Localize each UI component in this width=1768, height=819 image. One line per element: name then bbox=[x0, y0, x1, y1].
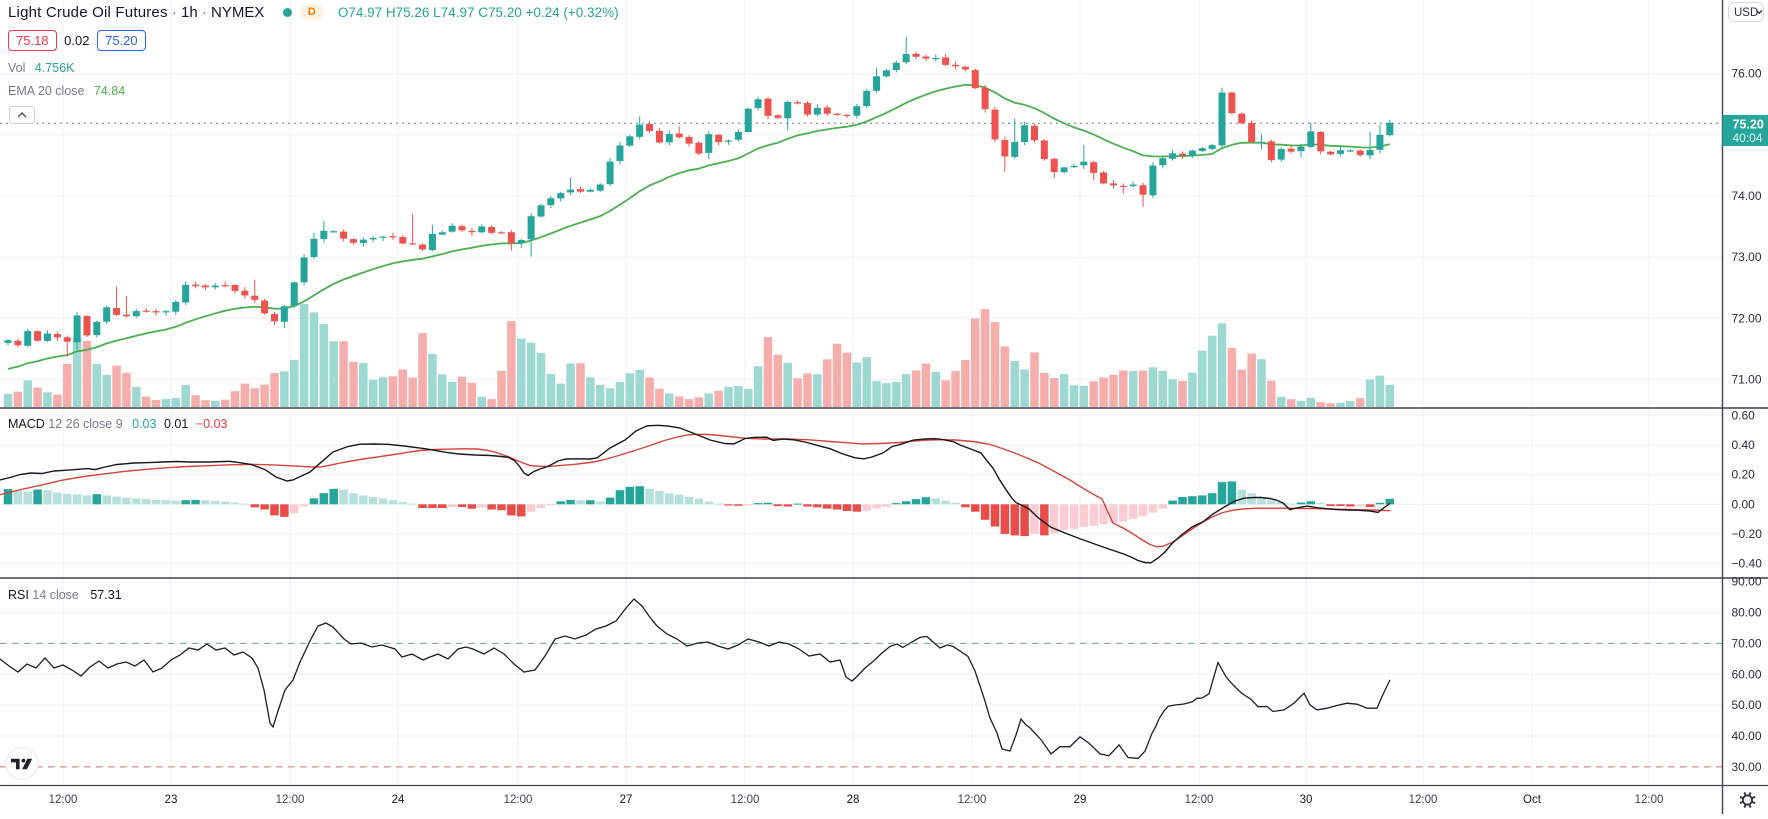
svg-text:29: 29 bbox=[1074, 794, 1087, 806]
svg-text:90.00: 90.00 bbox=[1732, 575, 1762, 589]
svg-text:76.00: 76.00 bbox=[1732, 67, 1762, 81]
svg-text:80.00: 80.00 bbox=[1732, 606, 1762, 620]
svg-text:40:04: 40:04 bbox=[1733, 131, 1763, 145]
svg-text:12:00: 12:00 bbox=[731, 794, 760, 806]
svg-text:12:00: 12:00 bbox=[958, 794, 987, 806]
svg-text:30: 30 bbox=[1300, 794, 1313, 806]
svg-text:24: 24 bbox=[392, 794, 405, 806]
svg-text:70.00: 70.00 bbox=[1732, 636, 1762, 650]
svg-text:50.00: 50.00 bbox=[1732, 698, 1762, 712]
svg-text:73.00: 73.00 bbox=[1732, 250, 1762, 264]
svg-text:0.60: 0.60 bbox=[1732, 409, 1756, 423]
svg-text:75.20: 75.20 bbox=[1733, 118, 1764, 132]
svg-text:30.00: 30.00 bbox=[1732, 760, 1762, 774]
svg-text:−0.20: −0.20 bbox=[1732, 527, 1763, 541]
svg-text:74.00: 74.00 bbox=[1732, 189, 1762, 203]
svg-text:12:00: 12:00 bbox=[276, 794, 305, 806]
svg-text:0.40: 0.40 bbox=[1732, 438, 1756, 452]
svg-text:28: 28 bbox=[847, 794, 860, 806]
svg-text:−0.40: −0.40 bbox=[1732, 557, 1763, 571]
svg-text:27: 27 bbox=[620, 794, 633, 806]
svg-text:12:00: 12:00 bbox=[1185, 794, 1214, 806]
svg-text:0.00: 0.00 bbox=[1732, 497, 1756, 511]
svg-text:Oct: Oct bbox=[1523, 794, 1542, 806]
svg-text:0.20: 0.20 bbox=[1732, 468, 1756, 482]
svg-text:72.00: 72.00 bbox=[1732, 311, 1762, 325]
svg-text:12:00: 12:00 bbox=[1635, 794, 1664, 806]
svg-text:12:00: 12:00 bbox=[1409, 794, 1438, 806]
svg-text:12:00: 12:00 bbox=[504, 794, 533, 806]
svg-text:USD: USD bbox=[1734, 7, 1758, 19]
svg-text:40.00: 40.00 bbox=[1732, 729, 1762, 743]
svg-text:60.00: 60.00 bbox=[1732, 667, 1762, 681]
svg-text:23: 23 bbox=[165, 794, 178, 806]
svg-text:71.00: 71.00 bbox=[1732, 373, 1762, 387]
svg-text:12:00: 12:00 bbox=[49, 794, 78, 806]
